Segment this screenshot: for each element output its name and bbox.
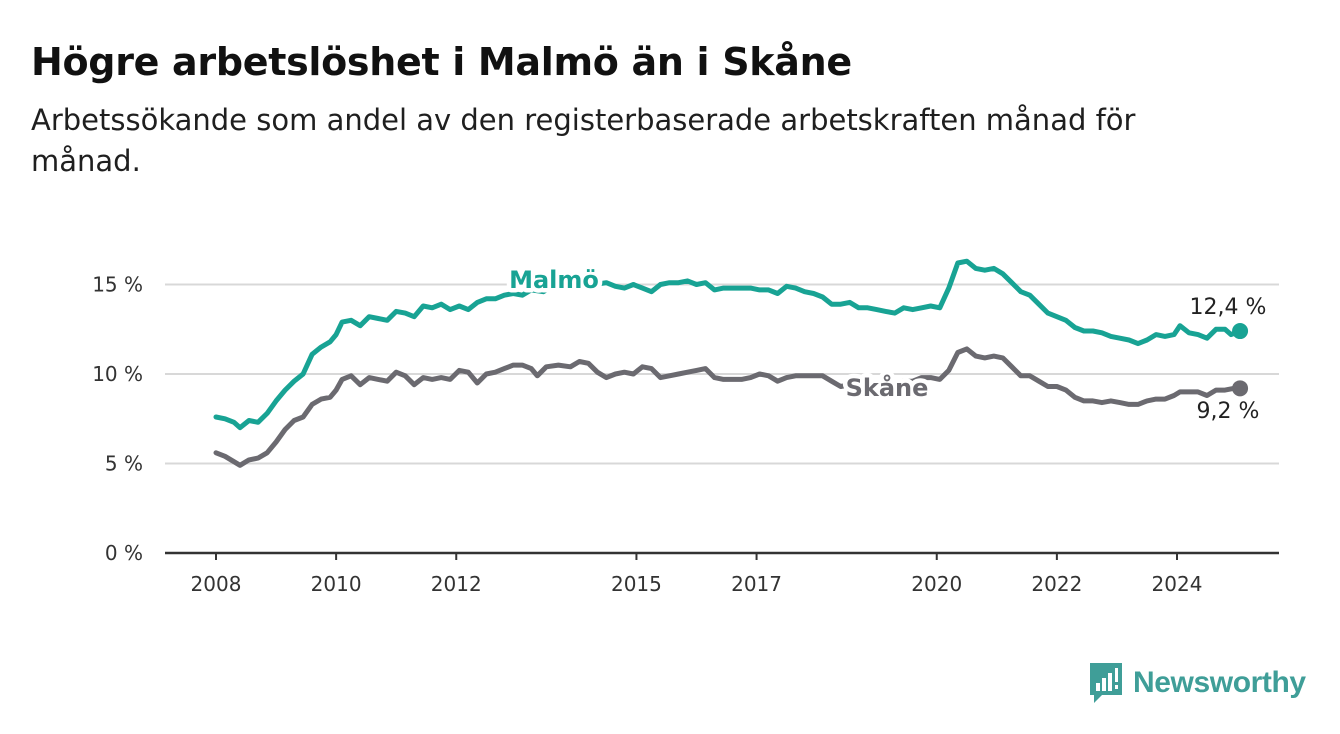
y-tick-label: 5 %	[105, 452, 143, 476]
end-label-skane: 9,2 %	[1197, 399, 1260, 424]
y-tick-label: 10 %	[92, 362, 143, 386]
x-tick-label: 2020	[911, 572, 962, 596]
x-tick-label: 2012	[431, 572, 482, 596]
chart-title: Högre arbetslöshet i Malmö än i Skåne	[31, 40, 852, 84]
newsworthy-logo: Newsworthy	[1088, 661, 1306, 705]
logo-text: Newsworthy	[1133, 666, 1306, 699]
series-line-malmo	[213, 258, 1243, 431]
chart-subtitle: Arbetssökande som andel av den registerb…	[31, 103, 1136, 178]
bar-chart-exclamation-icon	[1090, 663, 1122, 703]
y-tick-label: 15 %	[92, 273, 143, 297]
x-tick-label: 2024	[1152, 572, 1203, 596]
series-line-skane	[213, 346, 1243, 468]
y-tick-label: 0 %	[105, 541, 143, 565]
end-point-malmo	[1232, 323, 1249, 340]
x-tick-label: 2008	[191, 572, 242, 596]
end-label-malmo: 12,4 %	[1190, 295, 1267, 320]
x-tick-label: 2010	[311, 572, 362, 596]
end-point-skane	[1232, 380, 1249, 397]
series-label-malmo: Malmö	[509, 266, 599, 294]
series-label-skane: Skåne	[846, 373, 929, 402]
x-tick-label: 2017	[731, 572, 782, 596]
x-tick-label: 2022	[1031, 572, 1082, 596]
x-tick-label: 2015	[611, 572, 662, 596]
